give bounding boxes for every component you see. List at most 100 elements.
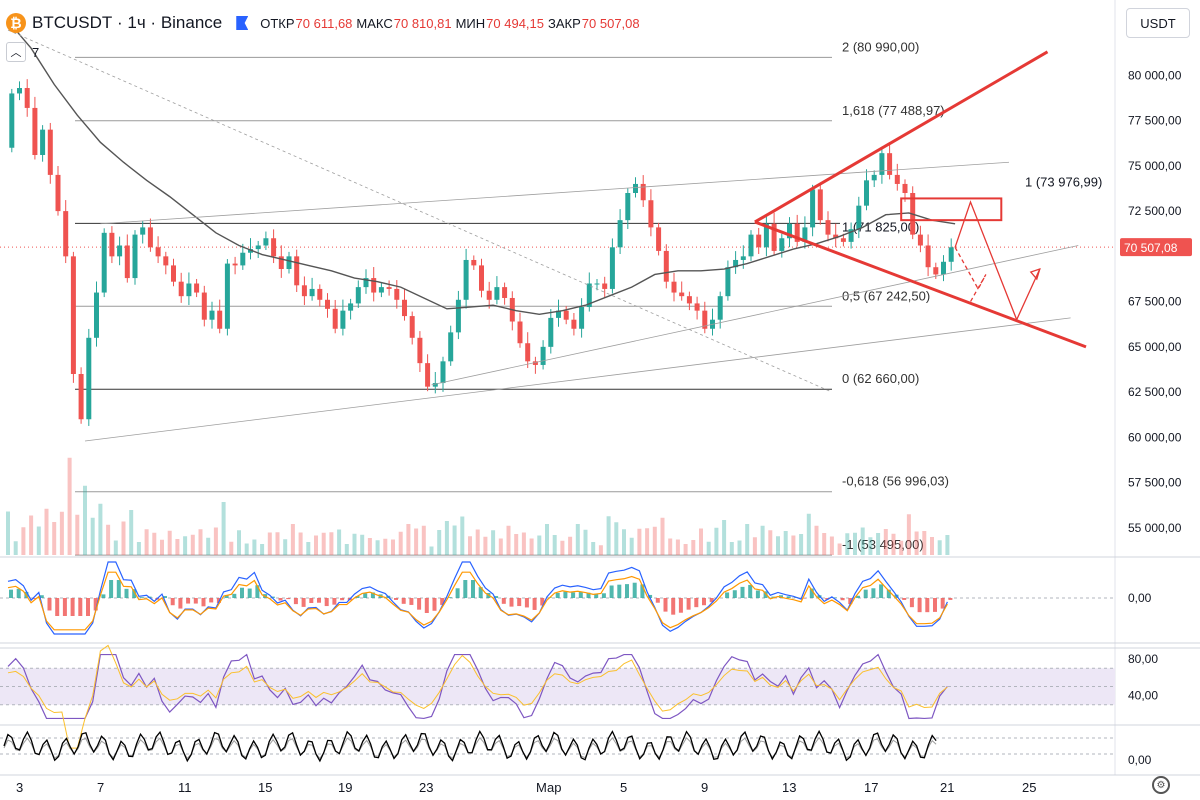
flag-icon[interactable] <box>236 16 249 30</box>
volume-bar <box>468 536 472 555</box>
macd-bar <box>209 598 214 603</box>
volume-bar <box>314 535 318 555</box>
currency-selector[interactable]: USDT <box>1126 8 1190 38</box>
volume-bar <box>421 525 426 555</box>
macd-bar <box>55 598 60 616</box>
target-rectangle <box>900 197 1003 222</box>
volume-bar <box>899 540 904 555</box>
support-line <box>84 317 1071 442</box>
macd-bar <box>193 598 198 604</box>
macd-bar <box>201 598 206 607</box>
candle-body <box>55 174 61 212</box>
volume-bar <box>783 531 788 555</box>
fib-level-label: 2 (80 990,00) <box>842 39 919 54</box>
macd-bar <box>909 598 914 608</box>
candle-body <box>309 288 315 297</box>
separator-dot: · <box>145 13 161 32</box>
indicators-toggle[interactable]: ︿ 7 <box>6 42 39 62</box>
candle-body <box>779 238 785 251</box>
candle-body <box>656 227 662 251</box>
macd-bar <box>517 598 522 607</box>
macd-bar <box>324 598 329 607</box>
volume-bar <box>83 485 87 555</box>
macd-bar <box>594 593 599 598</box>
volume-bar <box>444 521 449 555</box>
volume-bar <box>768 530 773 555</box>
candle-body <box>440 361 446 384</box>
volume-bar <box>298 532 303 555</box>
volume-bar <box>429 546 434 555</box>
volume-bar <box>237 530 241 555</box>
osc-signal-line <box>3 736 937 760</box>
volume-bar <box>683 544 688 555</box>
volume-bar <box>129 510 134 555</box>
candle-body <box>602 283 608 289</box>
osc-line <box>3 729 937 763</box>
open-stat: ОТКР70 611,68 <box>260 15 353 31</box>
symbol-name[interactable]: BTCUSDT <box>32 13 113 32</box>
candle-body <box>671 281 677 293</box>
macd-bar <box>763 591 768 598</box>
candle-body <box>355 287 361 304</box>
chevron-up-icon[interactable]: ︿ <box>6 42 26 62</box>
volume-bar <box>206 537 211 555</box>
macd-bar <box>471 580 475 598</box>
macd-bar <box>856 595 860 598</box>
volume-bar <box>329 532 334 555</box>
volume-bar <box>745 524 750 555</box>
candle-body <box>363 278 369 288</box>
macd-bar <box>840 598 845 601</box>
volume-bar <box>729 542 734 555</box>
triangle-lower-line <box>754 220 1087 349</box>
volume-bar <box>652 526 657 555</box>
symbol-header: ₿ BTCUSDT · 1ч · Binance ОТКР70 611,68 М… <box>6 10 644 36</box>
volume-bar <box>275 532 280 555</box>
candle-body <box>340 310 346 329</box>
candle-body <box>24 88 30 108</box>
candle-body <box>486 290 492 300</box>
macd-bar <box>309 598 314 603</box>
y-tick-label: 67 500,00 <box>1128 295 1182 309</box>
candle-body <box>548 317 554 347</box>
volume-bar <box>799 534 804 555</box>
volume-bar <box>883 529 888 555</box>
macd-bar <box>779 595 783 598</box>
volume-bar <box>829 536 834 555</box>
projection-path <box>954 200 1041 322</box>
x-tick-label: 21 <box>940 780 954 795</box>
volume-bar <box>98 503 103 555</box>
candles <box>9 79 954 426</box>
interval-label[interactable]: 1ч <box>127 13 146 32</box>
candle-body <box>463 259 469 300</box>
macd-bar <box>293 598 298 605</box>
candle-body <box>417 337 423 364</box>
x-tick-label: 7 <box>97 780 104 795</box>
macd-bar <box>617 584 622 598</box>
settings-gear-icon[interactable]: ⚙ <box>1152 776 1170 794</box>
volume-bar <box>660 517 665 555</box>
macd-bar <box>163 596 167 598</box>
candle-body <box>902 183 908 193</box>
macd-bar <box>571 592 576 598</box>
macd-bar <box>709 598 714 603</box>
candle-body <box>686 296 692 304</box>
volume-bar <box>321 532 326 555</box>
volume-bar <box>59 511 64 555</box>
macd-bar <box>933 598 937 612</box>
candle-body <box>394 288 400 300</box>
candle-body <box>933 267 939 275</box>
macd-bar <box>563 591 568 598</box>
volume-bar <box>221 502 226 555</box>
macd-bar <box>101 594 106 598</box>
y-tick-label: 55 000,00 <box>1128 521 1182 535</box>
volume-bar <box>545 524 549 555</box>
macd-bar <box>93 598 98 611</box>
macd-bar <box>247 588 252 598</box>
macd-bar <box>317 598 321 603</box>
x-tick-label: 17 <box>864 780 878 795</box>
volume-bar <box>90 517 95 555</box>
candle-body <box>887 153 893 175</box>
volume-bar <box>506 525 511 555</box>
macd-bar <box>655 598 660 603</box>
